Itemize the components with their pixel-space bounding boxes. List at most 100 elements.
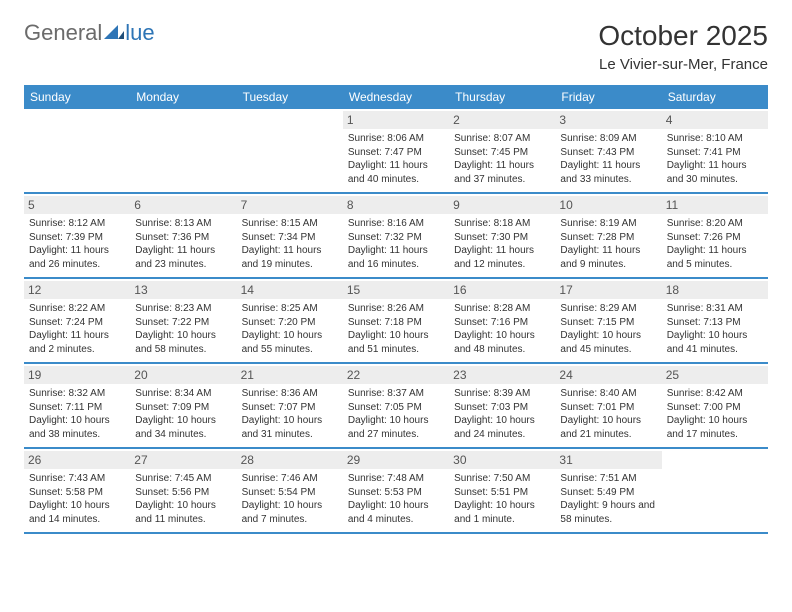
sunrise-text: Sunrise: 7:45 AM [135,472,231,486]
day-number: 6 [130,196,236,214]
day-cell: 2Sunrise: 8:07 AMSunset: 7:45 PMDaylight… [449,109,555,192]
daylight-text: Daylight: 10 hours and 55 minutes. [242,329,338,356]
day-info: Sunrise: 8:16 AMSunset: 7:32 PMDaylight:… [348,217,444,271]
day-number: 1 [343,111,449,129]
day-number: 20 [130,366,236,384]
day-info: Sunrise: 8:09 AMSunset: 7:43 PMDaylight:… [560,132,656,186]
day-cell: 10Sunrise: 8:19 AMSunset: 7:28 PMDayligh… [555,194,661,277]
day-info: Sunrise: 7:45 AMSunset: 5:56 PMDaylight:… [135,472,231,526]
day-number: 22 [343,366,449,384]
sunset-text: Sunset: 7:01 PM [560,401,656,415]
day-number: 14 [237,281,343,299]
day-cell: 15Sunrise: 8:26 AMSunset: 7:18 PMDayligh… [343,279,449,362]
sunrise-text: Sunrise: 8:31 AM [667,302,763,316]
day-cell: 27 Sunrise: 7:45 AMSunset: 5:56 PMDayligh… [130,449,236,532]
sunset-text: Sunset: 7:15 PM [560,316,656,330]
day-info: Sunrise: 8:37 AMSunset: 7:05 PMDaylight:… [348,387,444,441]
sunrise-text: Sunrise: 7:48 AM [348,472,444,486]
daylight-text: Daylight: 11 hours and 37 minutes. [454,159,550,186]
sunrise-text: Sunrise: 7:46 AM [242,472,338,486]
day-cell: 21Sunrise: 8:36 AMSunset: 7:07 PMDayligh… [237,364,343,447]
sunrise-text: Sunrise: 8:19 AM [560,217,656,231]
sunrise-text: Sunrise: 8:06 AM [348,132,444,146]
day-number: 26 [24,451,130,469]
day-info: Sunrise: 7:48 AMSunset: 5:53 PMDaylight:… [348,472,444,526]
day-number: 11 [662,196,768,214]
day-cell: 12Sunrise: 8:22 AMSunset: 7:24 PMDayligh… [24,279,130,362]
day-info: Sunrise: 8:18 AMSunset: 7:30 PMDaylight:… [454,217,550,271]
day-number: 30 [449,451,555,469]
sunrise-text: Sunrise: 7:50 AM [454,472,550,486]
day-header-cell: Tuesday [237,85,343,109]
day-number: 23 [449,366,555,384]
daylight-text: Daylight: 10 hours and 38 minutes. [29,414,125,441]
day-cell: 30 Sunrise: 7:50 AMSunset: 5:51 PMDayligh… [449,449,555,532]
logo-text-right: lue [125,20,154,46]
day-number: 27 [130,451,236,469]
day-info: Sunrise: 8:22 AMSunset: 7:24 PMDaylight:… [29,302,125,356]
day-info: Sunrise: 8:07 AMSunset: 7:45 PMDaylight:… [454,132,550,186]
sunset-text: Sunset: 5:51 PM [454,486,550,500]
week-row: 5Sunrise: 8:12 AMSunset: 7:39 PMDaylight… [24,194,768,279]
day-cell: 9 Sunrise: 8:18 AMSunset: 7:30 PMDaylight… [449,194,555,277]
day-cell: 5Sunrise: 8:12 AMSunset: 7:39 PMDaylight… [24,194,130,277]
day-number: 16 [449,281,555,299]
sunrise-text: Sunrise: 8:15 AM [242,217,338,231]
sunrise-text: Sunrise: 8:25 AM [242,302,338,316]
day-number: 4 [662,111,768,129]
day-number: 7 [237,196,343,214]
sunset-text: Sunset: 7:11 PM [29,401,125,415]
day-cell: 7Sunrise: 8:15 AMSunset: 7:34 PMDaylight… [237,194,343,277]
day-header-cell: Thursday [449,85,555,109]
day-number: 10 [555,196,661,214]
day-info: Sunrise: 7:50 AMSunset: 5:51 PMDaylight:… [454,472,550,526]
header: General lue October 2025 Le Vivier-sur-M… [24,20,768,73]
daylight-text: Daylight: 10 hours and 24 minutes. [454,414,550,441]
day-cell: 16 Sunrise: 8:28 AMSunset: 7:16 PMDayligh… [449,279,555,362]
day-info: Sunrise: 8:28 AMSunset: 7:16 PMDaylight:… [454,302,550,356]
day-number: 9 [449,196,555,214]
day-info: Sunrise: 8:12 AMSunset: 7:39 PMDaylight:… [29,217,125,271]
day-info: Sunrise: 8:06 AMSunset: 7:47 PMDaylight:… [348,132,444,186]
day-number: 8 [343,196,449,214]
day-info: Sunrise: 7:51 AMSunset: 5:49 PMDaylight:… [560,472,656,526]
daylight-text: Daylight: 11 hours and 40 minutes. [348,159,444,186]
sunset-text: Sunset: 5:53 PM [348,486,444,500]
day-info: Sunrise: 8:23 AMSunset: 7:22 PMDaylight:… [135,302,231,356]
sunset-text: Sunset: 7:13 PM [667,316,763,330]
day-info: Sunrise: 8:34 AMSunset: 7:09 PMDaylight:… [135,387,231,441]
daylight-text: Daylight: 10 hours and 51 minutes. [348,329,444,356]
day-cell: 28Sunrise: 7:46 AMSunset: 5:54 PMDayligh… [237,449,343,532]
sunset-text: Sunset: 7:00 PM [667,401,763,415]
daylight-text: Daylight: 11 hours and 12 minutes. [454,244,550,271]
day-info: Sunrise: 8:42 AMSunset: 7:00 PMDaylight:… [667,387,763,441]
sunrise-text: Sunrise: 8:23 AM [135,302,231,316]
day-header-cell: Monday [130,85,236,109]
day-cell: 4Sunrise: 8:10 AMSunset: 7:41 PMDaylight… [662,109,768,192]
daylight-text: Daylight: 9 hours and 58 minutes. [560,499,656,526]
sunset-text: Sunset: 7:16 PM [454,316,550,330]
sunrise-text: Sunrise: 8:16 AM [348,217,444,231]
daylight-text: Daylight: 11 hours and 5 minutes. [667,244,763,271]
day-cell: 6 Sunrise: 8:13 AMSunset: 7:36 PMDaylight… [130,194,236,277]
day-cell: 8 Sunrise: 8:16 AMSunset: 7:32 PMDaylight… [343,194,449,277]
day-cell [130,109,236,192]
sunrise-text: Sunrise: 8:26 AM [348,302,444,316]
day-number: 17 [555,281,661,299]
day-info: Sunrise: 8:26 AMSunset: 7:18 PMDaylight:… [348,302,444,356]
sunrise-text: Sunrise: 8:09 AM [560,132,656,146]
week-row: 12Sunrise: 8:22 AMSunset: 7:24 PMDayligh… [24,279,768,364]
sunrise-text: Sunrise: 8:40 AM [560,387,656,401]
day-header-cell: Saturday [662,85,768,109]
day-number: 31 [555,451,661,469]
sunrise-text: Sunrise: 8:12 AM [29,217,125,231]
day-number: 18 [662,281,768,299]
sunrise-text: Sunrise: 8:29 AM [560,302,656,316]
day-info: Sunrise: 8:32 AMSunset: 7:11 PMDaylight:… [29,387,125,441]
day-info: Sunrise: 8:13 AMSunset: 7:36 PMDaylight:… [135,217,231,271]
sunset-text: Sunset: 7:24 PM [29,316,125,330]
day-number: 29 [343,451,449,469]
day-cell [237,109,343,192]
sunset-text: Sunset: 7:32 PM [348,231,444,245]
sunset-text: Sunset: 7:18 PM [348,316,444,330]
